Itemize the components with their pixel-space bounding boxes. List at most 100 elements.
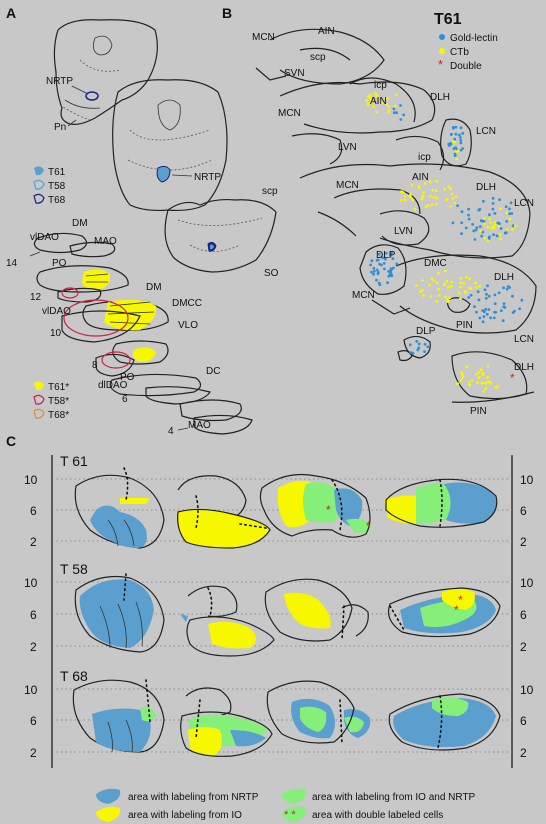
neuron-dot [459,285,462,289]
legend-ctb: CTb [450,47,469,58]
neuron-dots: * [365,92,524,393]
neuron-dot [428,283,431,287]
neuron-dot [449,284,453,288]
neuron-dot [372,269,376,273]
legend-swatch-t61-star [34,381,44,391]
neuron-dot [482,315,486,318]
legend-swatch-ctb [439,48,445,54]
neuron-dot [435,179,439,183]
neuron-dot [400,198,403,202]
legend-t61: T61 [48,167,66,178]
neuron-dot [501,319,505,323]
neuron-dot [453,137,457,141]
panel-c-label: C [6,433,16,449]
legend-swatch-t58 [33,179,45,190]
tick-right-6-r2: 6 [520,608,527,622]
neuron-dot [475,226,479,230]
neuron-dot [404,198,407,202]
double-marker-t61-b: * [366,519,371,533]
neuron-dot [416,348,420,352]
label-vlo: VLO [178,320,198,331]
neuron-dot [375,110,378,114]
neuron-dot [451,140,455,144]
neuron-dot [391,257,395,260]
neuron-dot [392,107,396,111]
neuron-dot [422,191,426,195]
tick-left-2-r1: 2 [30,535,37,549]
legend-double-stars: * * [284,809,296,821]
neuron-dot [389,253,393,257]
neuron-dot [421,279,424,282]
neuron-dot [451,196,455,200]
neuron-dot [423,182,427,185]
label-lvn-2: LVN [394,226,413,237]
neuron-dot [432,195,436,199]
neuron-dot [375,278,378,282]
neuron-dot [393,105,397,108]
label-mcn-1: MCN [252,32,275,43]
neuron-dot [368,96,372,100]
double-marker-t58-a: * [458,593,463,607]
tick-right-6-r1: 6 [520,504,527,518]
panel-a-label: A [6,5,16,21]
label-so: SO [264,268,279,279]
neuron-dot [482,390,485,393]
label-dmc: DMC [424,258,447,269]
neuron-dot [518,307,521,311]
neuron-dot [435,196,439,200]
neuron-dot [459,281,463,285]
neuron-dot [478,316,482,320]
neuron-dot [450,280,453,284]
neuron-dot [399,104,402,107]
legend-c: * * area with labeling from NRTP area wi… [96,788,476,822]
neuron-dot [402,113,406,117]
neuron-dot [480,234,484,238]
neuron-dot [444,295,447,299]
neuron-dot [467,207,470,211]
label-lvn-1: LVN [338,142,357,153]
neuron-dot [470,378,474,382]
neuron-dot [502,305,506,309]
neuron-dot [473,238,477,241]
neuron-dot [475,372,478,376]
neuron-dot [497,291,501,295]
neuron-dot [426,345,430,349]
neuron-dot [381,256,385,260]
neuron-dot [408,343,412,347]
neuron-dot [474,228,478,232]
neuron-dot [474,286,478,289]
label-dmcc: DMCC [172,298,202,309]
legend-swatch-t68-star [33,408,45,419]
tick-right-10-r3: 10 [520,683,534,697]
neuron-dot [422,294,425,297]
neuron-dot [369,98,373,102]
neuron-dot [455,150,458,154]
neuron-dot [497,224,501,228]
neuron-dot [372,272,375,276]
neuron-dot [462,281,466,285]
neuron-dot [476,290,480,294]
neuron-dot [492,316,496,320]
neuron-dot [488,217,491,221]
neuron-dot [449,132,453,136]
neuron-dot [481,373,485,377]
neuron-dot [459,148,463,152]
neuron-dot [457,133,461,137]
panel-b-title: T61 [434,11,462,28]
neuron-dot [399,190,403,194]
neuron-dot [483,217,487,220]
neuron-dot [508,212,511,216]
label-dlp-1: DLP [376,250,396,261]
neuron-dot [424,205,428,209]
neuron-dot [395,111,398,115]
neuron-dot [387,105,391,108]
neuron-dot [487,308,491,311]
neuron-dot [387,270,390,273]
neuron-dot [430,203,434,207]
neuron-dot [486,225,490,229]
legend-double: Double [450,61,482,72]
neuron-dot [409,351,412,354]
neuron-dot [481,320,485,324]
tick-left-6-r2: 6 [30,608,37,622]
